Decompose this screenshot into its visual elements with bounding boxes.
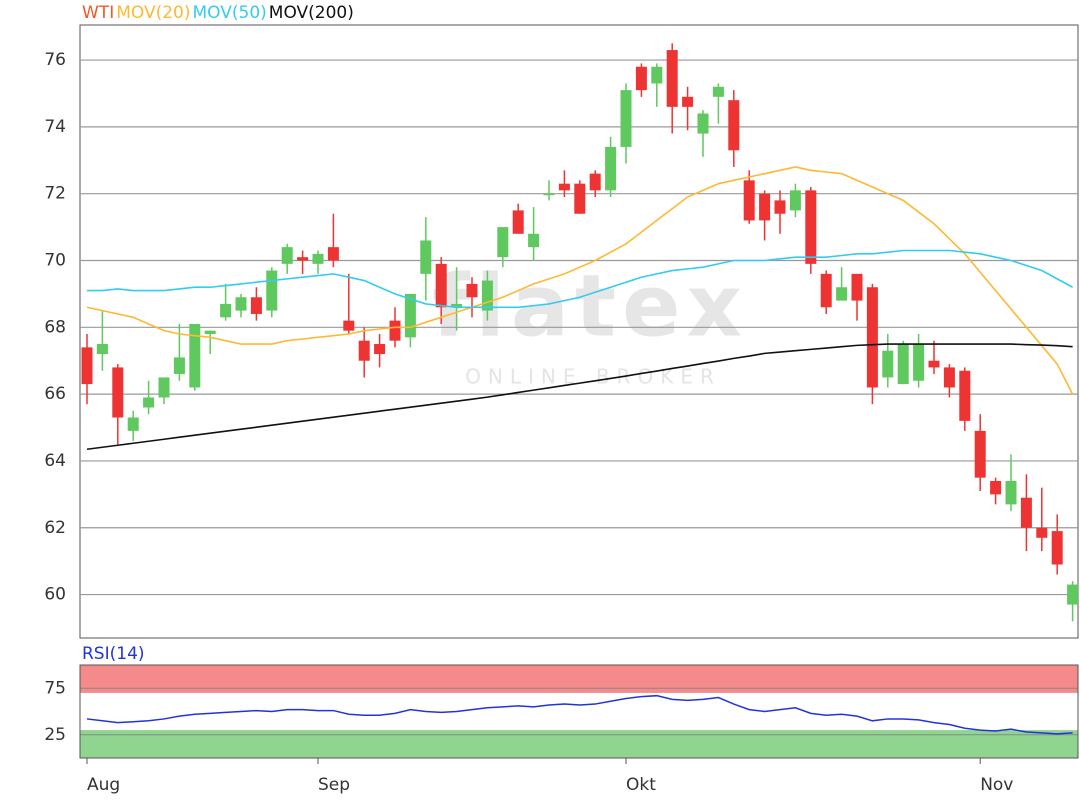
candle-body [528,233,540,248]
x-tick-label: Nov [980,775,1013,795]
rsi-line [86,694,1073,735]
candle-body [297,257,309,261]
y-tick-label: 62 [44,518,66,538]
y-tick-label: 66 [44,384,66,404]
candle-body [1005,480,1017,505]
candle-body [420,240,432,274]
candle-body [574,183,586,214]
candle-body [558,183,570,191]
candle-body [481,280,493,311]
candle-body [250,297,262,314]
candle-body [697,113,709,134]
candle-body [127,417,139,431]
candle-body [866,287,878,388]
moving-average-line [87,249,1073,309]
candle-body [204,330,216,335]
candle-body [358,340,370,361]
legend-entry: MOV(20) [116,3,190,23]
moving-average-line [86,343,1073,451]
y-tick-label: 25 [44,725,66,745]
y-tick-label: 60 [44,585,66,605]
y-tick-label: 72 [44,184,66,204]
candle-body [220,303,232,318]
candle-body [96,344,108,355]
candle-body [959,370,971,421]
candle-body [404,293,416,338]
y-tick-label: 74 [44,117,66,137]
candle-body [327,247,339,261]
legend-entry: WTI [82,3,114,23]
legend-entry: MOV(50) [193,3,267,23]
candle-body [651,66,663,84]
candle-body [1051,531,1063,565]
candle-body [635,66,647,91]
candle-body [343,320,355,331]
candle-body [589,173,601,191]
candle-body [266,270,278,311]
candle-body [173,357,185,375]
candle-body [943,367,955,388]
candle-body [1020,497,1032,528]
candle-body [913,344,925,381]
candle-body [543,193,555,196]
candle-body [789,190,801,211]
y-tick-label: 75 [44,678,66,698]
candle-body [774,200,786,214]
candle-body [605,146,617,191]
candle-body [743,180,755,221]
candle-body [435,263,447,308]
candle-body [281,247,293,264]
plot-border [79,664,1079,759]
y-tick-label: 68 [44,317,66,337]
candle-body [389,320,401,341]
candle-body [820,273,832,308]
candle-body [235,297,247,311]
candle-body [451,303,463,308]
watermark-title: flatex [432,256,748,356]
candle-body [143,397,155,408]
watermark-subtitle: ONLINE BROKER [465,365,721,389]
candle-body [374,344,386,355]
x-tick-label: Sep [318,775,350,795]
candle-body [81,347,93,385]
candle-body [112,367,124,418]
candle-body [990,480,1002,495]
candle-body [759,193,771,221]
candle-body [682,96,694,107]
candle-body [1036,527,1048,538]
candle-body [466,283,478,298]
legend-entry: MOV(200) [269,3,354,23]
candle-body [928,360,940,368]
candle-body [851,273,863,301]
candle-body [836,287,848,301]
candle-body [666,50,678,107]
y-tick-label: 70 [44,251,66,271]
candle-body [882,350,894,378]
candle-body [1067,584,1079,605]
candle-body [805,190,817,264]
candle-body [974,430,986,478]
candle-body [158,377,170,398]
y-tick-label: 64 [44,451,66,471]
candle-body [189,323,201,388]
moving-average-line [86,166,1074,395]
legend-entry: RSI(14) [82,644,145,664]
candle-body [497,227,509,258]
candle-body [620,90,632,147]
candle-body [712,86,724,97]
candle-body [897,344,909,385]
y-tick-label: 76 [44,50,66,70]
candle-body [312,253,324,264]
x-tick-label: Okt [626,775,656,795]
candle-body [512,210,524,234]
candle-body [728,100,740,151]
x-tick-label: Aug [87,775,120,795]
